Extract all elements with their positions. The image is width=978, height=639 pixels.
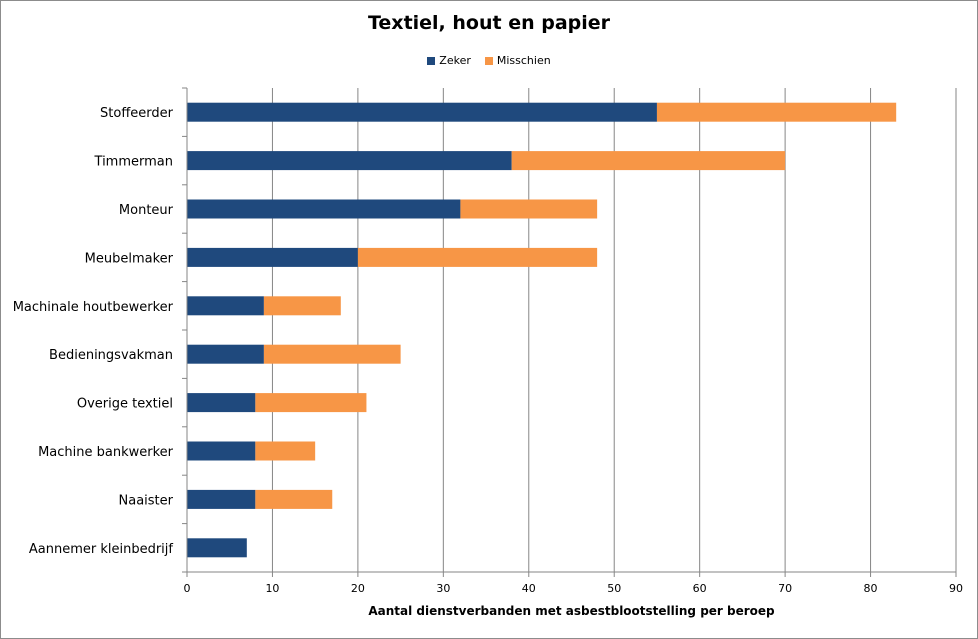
bar-misschien-3 [357,247,598,267]
x-tick-label-0: 0 [184,582,191,595]
bar-misschien-2 [460,199,598,219]
category-label-7: Machine bankwerker [38,445,174,460]
legend-item-misschien: Misschien [484,54,551,67]
x-tick-label-30: 30 [436,582,450,595]
bar-zeker-2 [187,199,461,219]
x-axis-title: Aantal dienstverbanden met asbestblootst… [368,604,775,618]
category-label-4: Machinale houtbewerker [13,300,174,315]
bar-misschien-7 [255,441,316,461]
bar-zeker-1 [187,151,512,171]
bar-zeker-7 [187,441,256,461]
x-tick-label-60: 60 [693,582,707,595]
category-label-2: Monteur [119,203,174,218]
bar-zeker-6 [187,393,256,413]
category-label-8: Naaister [119,493,174,508]
bar-misschien-1 [511,151,786,171]
x-tick-label-80: 80 [864,582,878,595]
x-tick-label-20: 20 [351,582,365,595]
bar-misschien-6 [255,393,367,413]
legend-swatch-misschien [484,56,493,65]
legend-label-misschien: Misschien [496,54,551,67]
legend-label-zeker: Zeker [439,54,471,67]
x-tick-label-70: 70 [778,582,792,595]
category-label-0: Stoffeerder [100,106,174,121]
x-tick-label-50: 50 [607,582,621,595]
legend-item-zeker: Zeker [427,54,471,67]
legend: Zeker Misschien [0,54,978,67]
bar-misschien-8 [255,489,333,509]
chart-title: Textiel, hout en papier [367,12,611,34]
category-label-3: Meubelmaker [85,251,174,266]
bar-zeker-5 [187,344,264,364]
x-tick-label-90: 90 [949,582,963,595]
category-label-1: Timmerman [94,155,173,170]
bar-misschien-5 [263,344,401,364]
category-label-6: Overige textiel [77,397,173,412]
bar-misschien-4 [263,296,341,316]
bar-zeker-3 [187,247,358,267]
category-label-5: Bedieningsvakman [49,348,173,363]
bar-zeker-4 [187,296,264,316]
bar-zeker-9 [187,538,247,558]
legend-swatch-zeker [427,56,436,65]
x-tick-label-40: 40 [522,582,536,595]
bar-zeker-8 [187,489,256,509]
bar-zeker-0 [187,102,657,122]
x-tick-label-10: 10 [265,582,279,595]
category-label-9: Aannemer kleinbedrijf [29,542,174,557]
bar-misschien-0 [656,102,897,122]
